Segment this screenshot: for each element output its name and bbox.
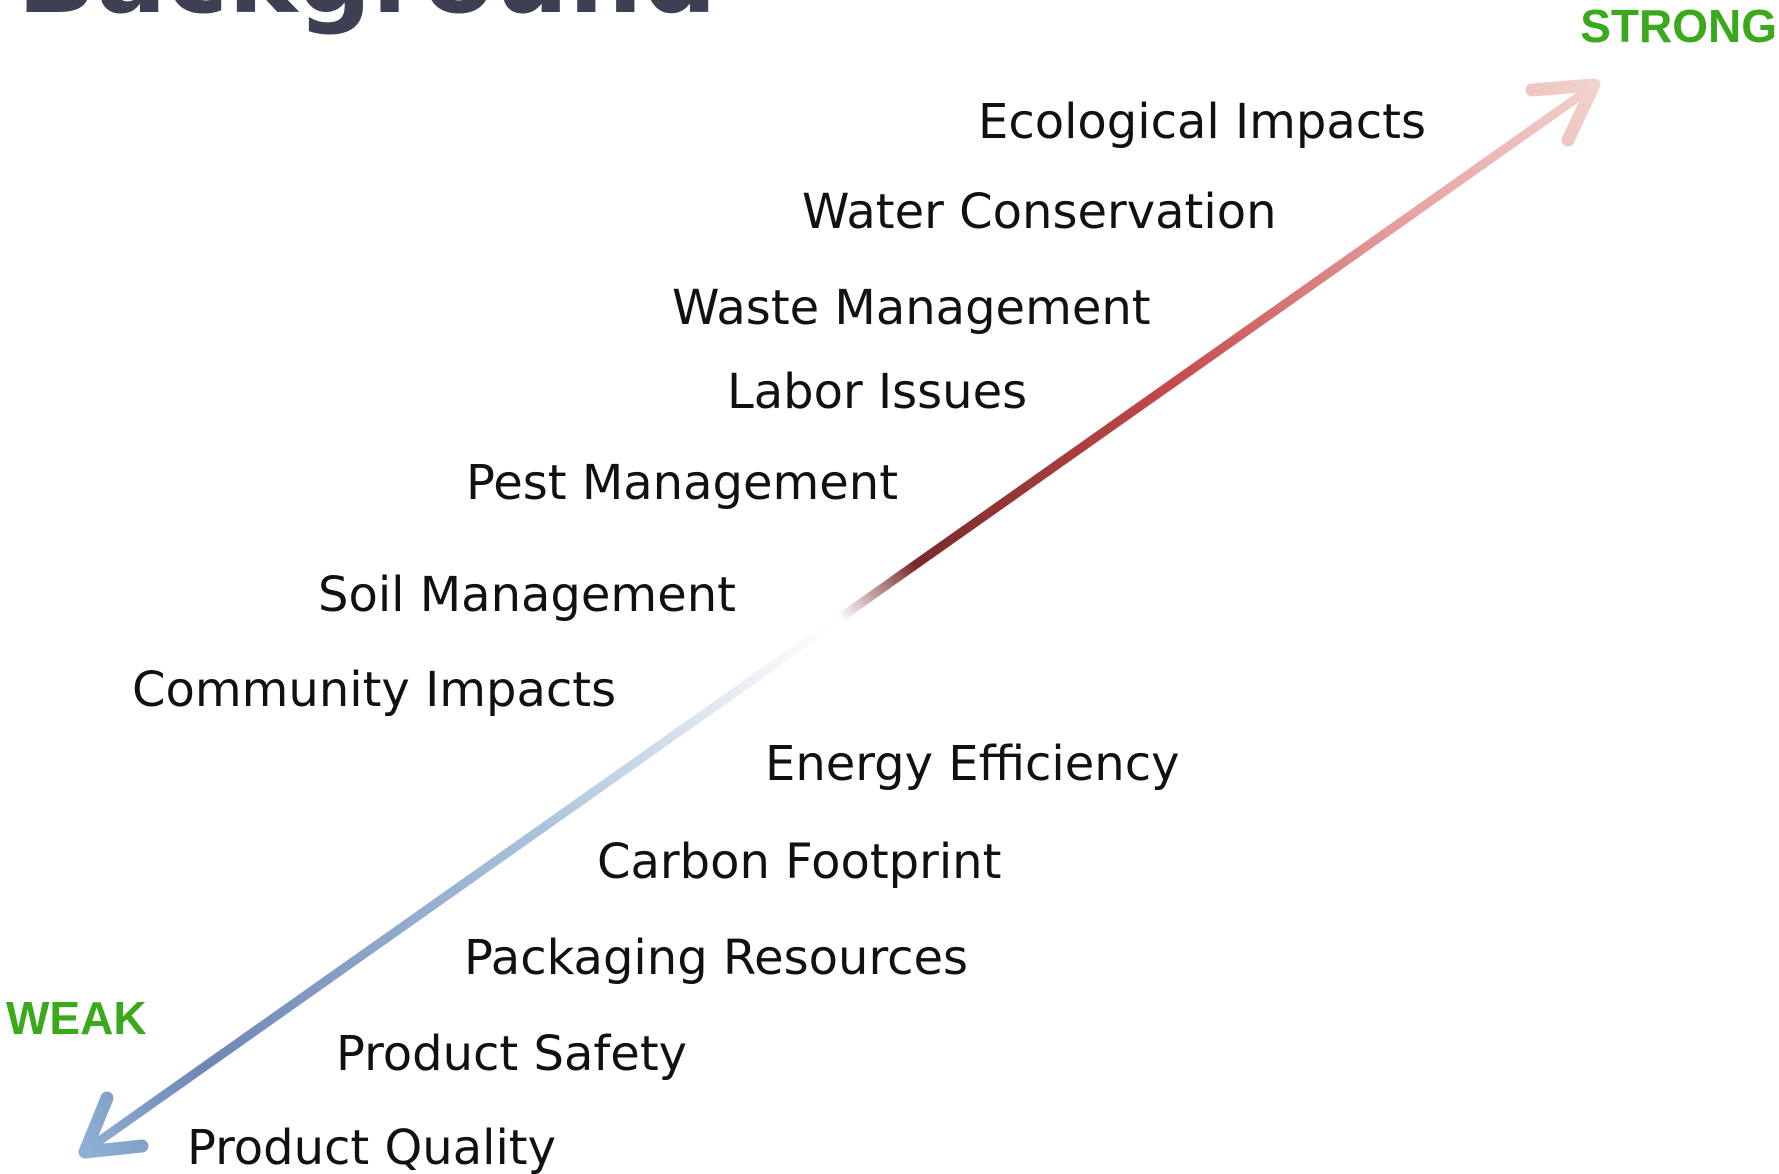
item: Carbon Footprint xyxy=(597,834,1001,890)
item: Energy Efficiency xyxy=(765,736,1180,792)
item: Product Quality xyxy=(187,1120,556,1174)
title: Background xyxy=(17,0,717,37)
arrow-head-weak xyxy=(78,1091,149,1159)
strong-label: STRONG xyxy=(1580,0,1777,52)
item: Soil Management xyxy=(318,567,736,623)
weak-label: WEAK xyxy=(6,992,147,1044)
item: Ecological Impacts xyxy=(978,94,1426,150)
item: Labor Issues xyxy=(727,364,1027,420)
item: Pest Management xyxy=(466,455,898,511)
item: Waste Management xyxy=(672,280,1151,336)
arrow-shaft xyxy=(87,85,1593,1151)
arrow-head-strong xyxy=(1525,78,1601,147)
item: Water Conservation xyxy=(802,184,1277,240)
arrow xyxy=(78,78,1601,1159)
item: Packaging Resources xyxy=(464,930,968,986)
item: Community Impacts xyxy=(132,662,616,718)
item: Product Safety xyxy=(336,1026,687,1082)
